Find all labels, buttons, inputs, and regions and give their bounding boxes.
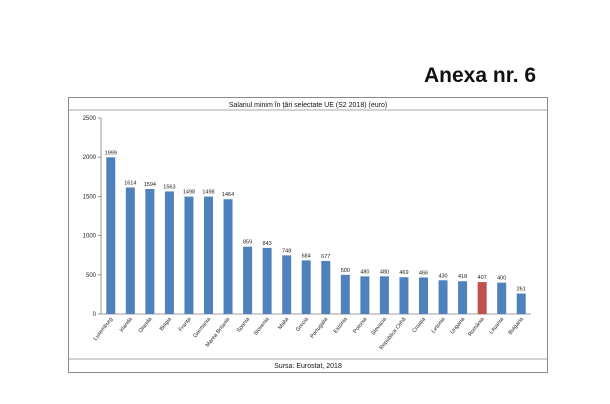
y-tick-label: 1000: [83, 234, 97, 240]
data-label: 480: [360, 269, 369, 275]
x-tick-label: Lituania: [489, 316, 506, 336]
data-label: 1999: [105, 150, 117, 156]
x-tick-label: Bulgaria: [508, 316, 526, 336]
x-tick-label: Estonia: [333, 316, 350, 335]
category-labels: Luxemburg Irlanda Olanda Belgia Franța German…: [93, 316, 526, 351]
data-label: 466: [419, 270, 428, 276]
data-label: 859: [243, 240, 252, 246]
x-tick-label: Irlanda: [119, 316, 135, 334]
data-label: 418: [458, 274, 467, 280]
data-label: 1594: [144, 182, 156, 188]
y-tick-label: 2500: [83, 116, 97, 122]
chart-title: Salariul minim în ţări selectate UE (S2 …: [229, 102, 387, 109]
x-tick-label: Spania: [236, 316, 252, 334]
bar: [419, 277, 428, 314]
y-tick-label: 2000: [83, 155, 97, 161]
bar: [360, 276, 370, 314]
data-label: 1498: [202, 190, 214, 196]
data-label: 430: [438, 273, 447, 279]
x-tick-label: România: [467, 316, 486, 338]
annex-title: Anexa nr. 6: [424, 64, 537, 87]
x-tick-label: Franța: [178, 316, 193, 333]
bar: [243, 246, 253, 314]
data-label: 261: [517, 287, 526, 293]
bar: [321, 260, 331, 314]
x-tick-label: Croația: [411, 316, 427, 334]
x-tick-label: Slovenia: [253, 316, 271, 337]
bar: [164, 191, 174, 314]
y-tick-label: 1500: [83, 194, 97, 200]
bar: [516, 293, 526, 314]
data-label: 400: [497, 276, 506, 282]
bar: [125, 187, 135, 314]
data-label: 684: [302, 253, 311, 259]
bar: [204, 196, 213, 314]
x-tick-label: Malta: [277, 316, 291, 331]
data-label: 480: [380, 269, 389, 275]
bars: [106, 157, 526, 314]
chart-frame: Salariul minim în ţări selectate UE (S2 …: [68, 97, 548, 373]
x-tick-label: Luxemburg: [93, 317, 115, 342]
data-label: 1614: [124, 180, 136, 186]
y-tick-label: 0: [93, 312, 97, 318]
x-tick-label: Germania: [192, 316, 212, 339]
bar: [458, 281, 468, 314]
data-label: 843: [263, 241, 272, 247]
bar: [184, 196, 194, 314]
x-tick-label: Ungaria: [450, 316, 467, 336]
bar: [301, 260, 311, 314]
y-tick-label: 500: [86, 273, 97, 279]
data-label: 407: [478, 275, 487, 281]
bar: [379, 276, 389, 314]
x-tick-label: Belgia: [159, 316, 174, 332]
data-label: 748: [282, 248, 291, 254]
x-tick-label: Letonia: [431, 316, 447, 335]
chart-source: Sursa: Eurostat, 2018: [274, 363, 342, 370]
bar: [438, 280, 448, 314]
x-tick-label: Polonia: [352, 316, 369, 335]
data-label: 469: [399, 270, 408, 276]
data-label: 1464: [222, 192, 234, 198]
data-label: 1563: [163, 184, 175, 190]
bar: [340, 274, 350, 314]
bar-chart: Salariul minim în ţări selectate UE (S2 …: [69, 102, 547, 370]
x-tick-label: Grecia: [295, 316, 310, 333]
x-tick-label: Portugalia: [309, 316, 330, 340]
data-label: 1498: [183, 190, 195, 196]
bar: [106, 157, 116, 314]
data-label: 677: [321, 254, 330, 260]
bar: [477, 282, 487, 314]
bar: [399, 277, 409, 314]
data-label: 500: [341, 268, 350, 274]
bar: [223, 199, 233, 314]
bar: [145, 189, 155, 314]
x-tick-label: Olanda: [138, 316, 154, 334]
bar: [282, 255, 292, 314]
bar: [497, 282, 507, 314]
data-labels: 1999 1614 1594 1563 1498 1498 1464 859 843 748 684…: [105, 150, 526, 292]
x-tick-label: Slovacia: [370, 316, 388, 337]
bar: [262, 247, 272, 314]
